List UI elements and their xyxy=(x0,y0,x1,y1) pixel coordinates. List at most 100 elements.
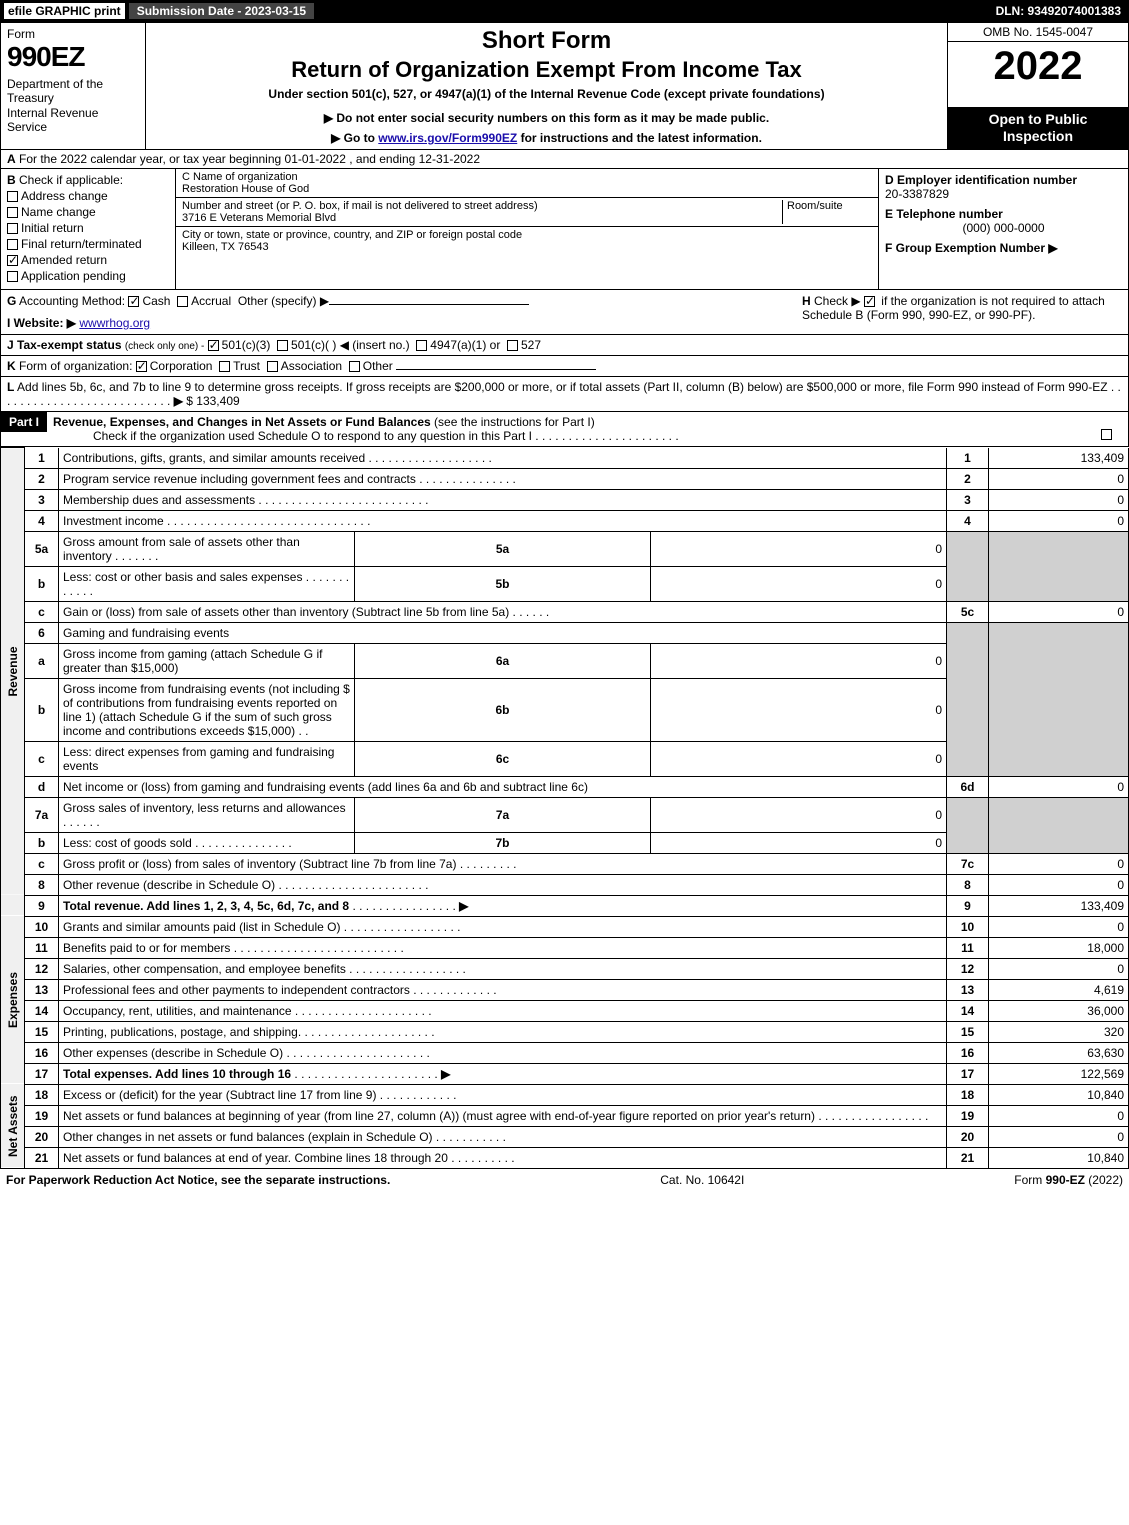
checkbox-527[interactable] xyxy=(507,340,518,351)
opt-name-change: Name change xyxy=(21,205,96,219)
line-6a-num: a xyxy=(25,643,59,678)
other-specify-line[interactable] xyxy=(329,304,529,305)
line-20-rnum: 20 xyxy=(947,1126,989,1147)
checkbox-amended-return[interactable] xyxy=(7,255,18,266)
checkbox-accrual[interactable] xyxy=(177,296,188,307)
header-right: OMB No. 1545-0047 2022 Open to Public In… xyxy=(948,23,1128,149)
row-l-amount: $ 133,409 xyxy=(186,394,239,408)
row-a-lead: A xyxy=(7,152,16,166)
opt-initial-return: Initial return xyxy=(21,221,84,235)
row-l-lead: L xyxy=(7,380,14,394)
line-11-rnum: 11 xyxy=(947,937,989,958)
checkbox-trust[interactable] xyxy=(219,361,230,372)
checkbox-4947a1[interactable] xyxy=(416,340,427,351)
opt-association: Association xyxy=(281,359,342,373)
line-8-text: Other revenue (describe in Schedule O) xyxy=(63,878,275,892)
row-l-gross-receipts: L Add lines 5b, 6c, and 7b to line 9 to … xyxy=(0,377,1129,412)
line-7b-inval: 0 xyxy=(651,832,947,853)
line-16-rnum: 16 xyxy=(947,1042,989,1063)
city-label: City or town, state or province, country… xyxy=(182,229,872,241)
ssn-directive: ▶ Do not enter social security numbers o… xyxy=(154,111,939,125)
line-5c-value: 0 xyxy=(989,601,1129,622)
line-14-text: Occupancy, rent, utilities, and maintena… xyxy=(63,1004,292,1018)
checkbox-schedule-o-part1[interactable] xyxy=(1101,429,1112,440)
checkbox-schedule-b-not-required[interactable] xyxy=(864,296,875,307)
line-18-rnum: 18 xyxy=(947,1084,989,1105)
checkbox-association[interactable] xyxy=(267,361,278,372)
checkbox-name-change[interactable] xyxy=(7,207,18,218)
top-bar: efile GRAPHIC print Submission Date - 20… xyxy=(0,0,1129,22)
row-a-tax-year: A For the 2022 calendar year, or tax yea… xyxy=(0,150,1129,169)
col-b-applicable: B Check if applicable: Address change Na… xyxy=(1,169,176,289)
page-footer: For Paperwork Reduction Act Notice, see … xyxy=(0,1169,1129,1191)
tax-year: 2022 xyxy=(948,42,1128,107)
line-1-text: Contributions, gifts, grants, and simila… xyxy=(63,451,365,465)
line-6c-innum: 6c xyxy=(355,741,651,776)
dln-label: DLN: 93492074001383 xyxy=(996,4,1125,18)
website-link[interactable]: wwwrhog.org xyxy=(79,316,150,330)
line-1: Revenue 1 Contributions, gifts, grants, … xyxy=(1,448,1129,469)
checkbox-other-org[interactable] xyxy=(349,361,360,372)
checkbox-cash[interactable] xyxy=(128,296,139,307)
line-13: 13 Professional fees and other payments … xyxy=(1,979,1129,1000)
checkbox-501c3[interactable] xyxy=(208,340,219,351)
irs-link-directive: ▶ Go to www.irs.gov/Form990EZ for instru… xyxy=(154,131,939,145)
line-2-value: 0 xyxy=(989,468,1129,489)
line-7a-text: Gross sales of inventory, less returns a… xyxy=(63,801,346,815)
irs-form-link[interactable]: www.irs.gov/Form990EZ xyxy=(378,131,517,145)
telephone-value: (000) 000-0000 xyxy=(885,221,1122,235)
footer-form-num: 990-EZ xyxy=(1046,1173,1085,1187)
line-6d-rnum: 6d xyxy=(947,776,989,797)
line-6: 6 Gaming and fundraising events xyxy=(1,622,1129,643)
part-1-label: Part I xyxy=(1,412,47,432)
row-l-arrow: ▶ xyxy=(174,394,183,408)
line-17-num: 17 xyxy=(25,1063,59,1084)
checkbox-address-change[interactable] xyxy=(7,191,18,202)
sidetab-expenses: Expenses xyxy=(1,916,25,1084)
line-7b-num: b xyxy=(25,832,59,853)
efile-print-label[interactable]: efile GRAPHIC print xyxy=(4,3,125,19)
line-9-text: Total revenue. Add lines 1, 2, 3, 4, 5c,… xyxy=(63,899,349,913)
line-11-text: Benefits paid to or for members xyxy=(63,941,230,955)
line-3-num: 3 xyxy=(25,489,59,510)
col-d-ein: D Employer identification number 20-3387… xyxy=(878,169,1128,289)
checkbox-corporation[interactable] xyxy=(136,361,147,372)
checkbox-501c[interactable] xyxy=(277,340,288,351)
line-4-num: 4 xyxy=(25,510,59,531)
sidetab-revenue: Revenue xyxy=(1,448,25,896)
line-12-rnum: 12 xyxy=(947,958,989,979)
open-inspection-badge: Open to Public Inspection xyxy=(948,107,1128,149)
line-3-rnum: 3 xyxy=(947,489,989,510)
submission-date: Submission Date - 2023-03-15 xyxy=(129,3,314,19)
line-7c: c Gross profit or (loss) from sales of i… xyxy=(1,853,1129,874)
line-15-text: Printing, publications, postage, and shi… xyxy=(63,1025,301,1039)
line-5a-text: Gross amount from sale of assets other t… xyxy=(63,535,300,563)
line-7a-num: 7a xyxy=(25,797,59,832)
line-2-rnum: 2 xyxy=(947,468,989,489)
opt-cash: Cash xyxy=(142,294,170,308)
line-16: 16 Other expenses (describe in Schedule … xyxy=(1,1042,1129,1063)
line-20-num: 20 xyxy=(25,1126,59,1147)
line-10-text: Grants and similar amounts paid (list in… xyxy=(63,920,340,934)
opt-4947a1: 4947(a)(1) or xyxy=(430,338,500,352)
line-4: 4 Investment income . . . . . . . . . . … xyxy=(1,510,1129,531)
checkbox-initial-return[interactable] xyxy=(7,223,18,234)
line-7b-text: Less: cost of goods sold xyxy=(63,836,192,850)
catalog-number: Cat. No. 10642I xyxy=(660,1173,744,1187)
line-13-value: 4,619 xyxy=(989,979,1129,1000)
row-j-lead: J Tax-exempt status xyxy=(7,338,122,352)
line-1-num: 1 xyxy=(25,448,59,469)
other-org-line[interactable] xyxy=(396,369,596,370)
line-20: 20 Other changes in net assets or fund b… xyxy=(1,1126,1129,1147)
line-12: 12 Salaries, other compensation, and emp… xyxy=(1,958,1129,979)
opt-other-org: Other xyxy=(363,359,393,373)
header-center: Short Form Return of Organization Exempt… xyxy=(146,23,948,149)
checkbox-final-return[interactable] xyxy=(7,239,18,250)
row-k-form-org: K Form of organization: Corporation Trus… xyxy=(0,356,1129,377)
checkbox-application-pending[interactable] xyxy=(7,271,18,282)
opt-application-pending: Application pending xyxy=(21,269,126,283)
line-6d-num: d xyxy=(25,776,59,797)
part-1-sub: Check if the organization used Schedule … xyxy=(93,429,532,443)
line-7a: 7a Gross sales of inventory, less return… xyxy=(1,797,1129,832)
line-3: 3 Membership dues and assessments . . . … xyxy=(1,489,1129,510)
